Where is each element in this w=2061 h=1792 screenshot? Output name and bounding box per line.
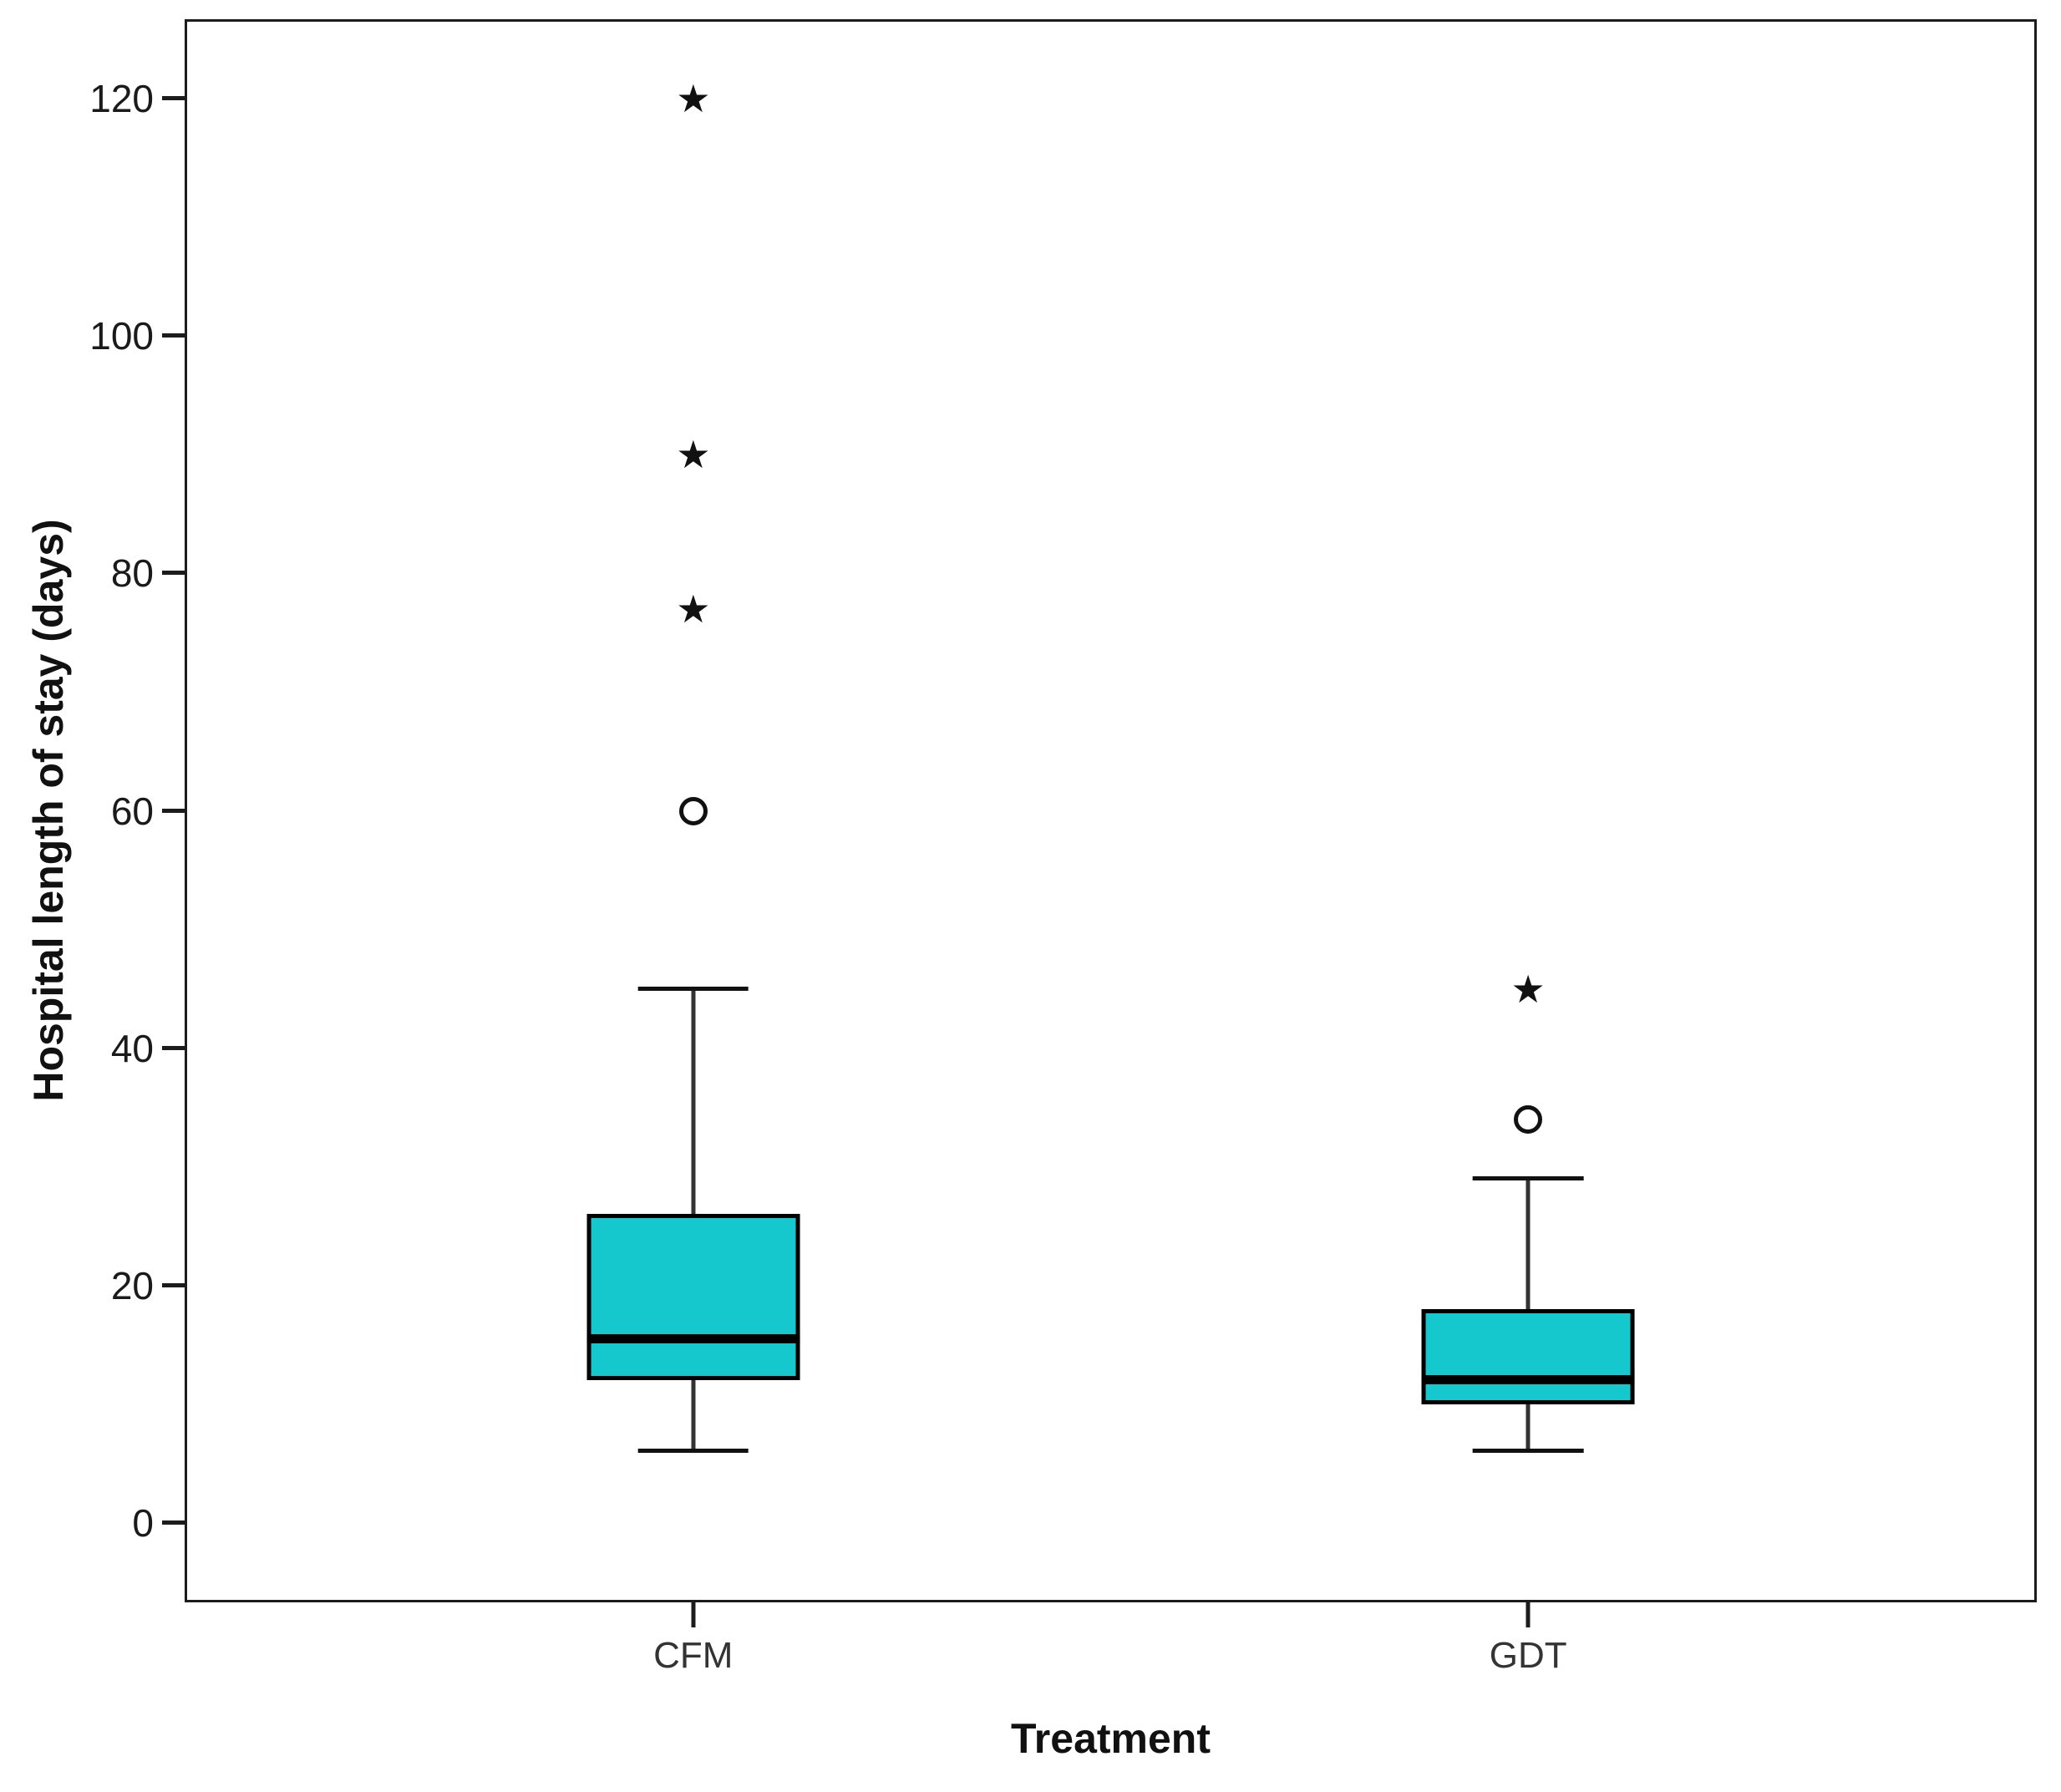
y-axis-tick [162, 1520, 185, 1525]
y-axis-tick-label: 0 [132, 1500, 154, 1545]
upper-whisker-cap [1472, 1175, 1584, 1180]
mild-outlier-marker [678, 796, 708, 825]
upper-whisker [691, 988, 696, 1215]
extreme-outlier-marker: ★ [676, 433, 711, 477]
mild-outlier-marker [1514, 1104, 1543, 1134]
y-axis-tick-label: 100 [89, 314, 154, 358]
category-label-cfm: CFM [653, 1635, 734, 1676]
iqr-box-gdt [1421, 1309, 1635, 1404]
y-axis-tick [162, 1282, 185, 1287]
lower-whisker-cap [637, 1449, 749, 1454]
extreme-outlier-marker: ★ [1510, 967, 1546, 1011]
lower-whisker-cap [1472, 1449, 1584, 1454]
y-axis-tick [162, 808, 185, 813]
iqr-box-cfm [586, 1214, 800, 1381]
x-axis-title: Treatment [1011, 1715, 1211, 1762]
median-line [1421, 1375, 1635, 1385]
median-line [586, 1333, 800, 1343]
y-axis-tick [162, 96, 185, 101]
y-axis-tick [162, 333, 185, 338]
y-axis-title: Hospital length of stay (days) [25, 519, 72, 1102]
y-axis-tick [162, 571, 185, 576]
plot-area: 0 20 40 60 80 100 120 CFM GDT ★ ★ ★ ★ [89, 19, 2037, 1676]
x-axis-tick [691, 1602, 696, 1627]
upper-whisker-cap [637, 986, 749, 991]
category-label-gdt: GDT [1489, 1635, 1567, 1676]
y-axis-tick-label: 80 [110, 551, 154, 596]
y-axis-tick-label: 60 [110, 789, 154, 833]
y-axis-tick-label: 120 [89, 77, 154, 121]
extreme-outlier-marker: ★ [676, 77, 711, 121]
lower-whisker [1525, 1404, 1531, 1452]
y-axis-tick [162, 1045, 185, 1050]
y-axis-tick-label: 40 [110, 1026, 154, 1070]
lower-whisker [691, 1380, 696, 1452]
y-axis-tick-label: 20 [110, 1263, 154, 1307]
upper-whisker [1525, 1178, 1531, 1310]
extreme-outlier-marker: ★ [676, 587, 711, 632]
x-axis-tick [1525, 1602, 1531, 1627]
